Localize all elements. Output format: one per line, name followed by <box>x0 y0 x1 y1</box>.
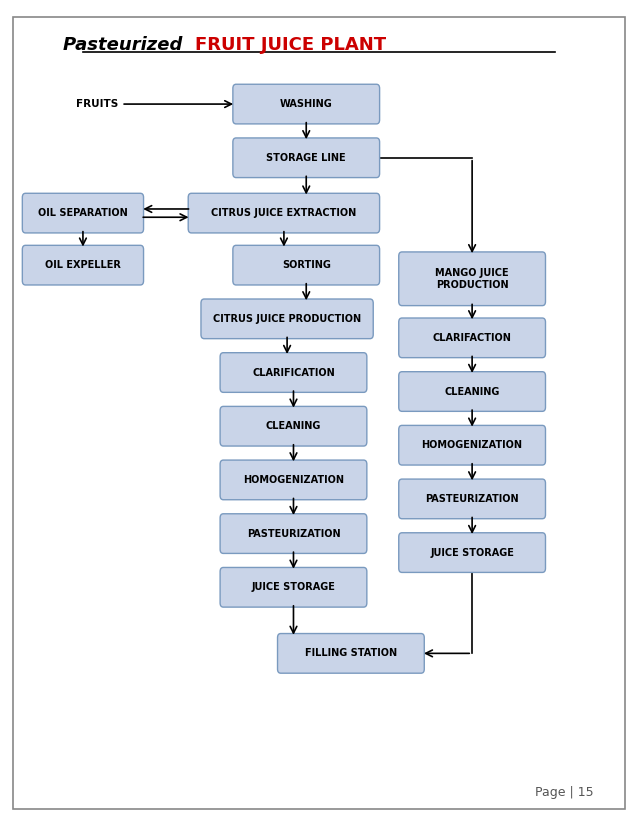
Text: CLEANING: CLEANING <box>445 387 500 396</box>
FancyBboxPatch shape <box>399 252 545 306</box>
Text: SORTING: SORTING <box>282 260 330 270</box>
FancyBboxPatch shape <box>278 634 424 673</box>
FancyBboxPatch shape <box>22 193 144 233</box>
Text: CLEANING: CLEANING <box>266 421 321 431</box>
FancyBboxPatch shape <box>399 318 545 358</box>
Text: OIL SEPARATION: OIL SEPARATION <box>38 208 128 218</box>
FancyBboxPatch shape <box>220 460 367 500</box>
Text: JUICE STORAGE: JUICE STORAGE <box>251 582 336 592</box>
Text: CITRUS JUICE PRODUCTION: CITRUS JUICE PRODUCTION <box>213 314 361 324</box>
Text: OIL EXPELLER: OIL EXPELLER <box>45 260 121 270</box>
FancyBboxPatch shape <box>233 245 380 285</box>
FancyBboxPatch shape <box>399 372 545 411</box>
Text: FRUITS: FRUITS <box>76 99 118 109</box>
Text: MANGO JUICE
PRODUCTION: MANGO JUICE PRODUCTION <box>435 268 509 290</box>
FancyBboxPatch shape <box>220 406 367 446</box>
FancyBboxPatch shape <box>233 138 380 178</box>
Text: Page | 15: Page | 15 <box>535 786 593 800</box>
FancyBboxPatch shape <box>22 245 144 285</box>
Text: Pasteurized: Pasteurized <box>63 36 188 55</box>
FancyBboxPatch shape <box>188 193 380 233</box>
Text: CLARIFICATION: CLARIFICATION <box>252 368 335 377</box>
FancyBboxPatch shape <box>399 479 545 519</box>
FancyBboxPatch shape <box>13 17 625 809</box>
Text: WASHING: WASHING <box>280 99 332 109</box>
Text: CLARIFACTION: CLARIFACTION <box>433 333 512 343</box>
Text: HOMOGENIZATION: HOMOGENIZATION <box>243 475 344 485</box>
Text: PASTEURIZATION: PASTEURIZATION <box>426 494 519 504</box>
Text: HOMOGENIZATION: HOMOGENIZATION <box>422 440 523 450</box>
Text: PASTEURIZATION: PASTEURIZATION <box>247 529 340 539</box>
FancyBboxPatch shape <box>201 299 373 339</box>
Text: STORAGE LINE: STORAGE LINE <box>267 153 346 163</box>
Text: CITRUS JUICE EXTRACTION: CITRUS JUICE EXTRACTION <box>211 208 357 218</box>
Text: FRUIT JUICE PLANT: FRUIT JUICE PLANT <box>195 36 386 55</box>
Text: JUICE STORAGE: JUICE STORAGE <box>430 548 514 558</box>
FancyBboxPatch shape <box>399 425 545 465</box>
FancyBboxPatch shape <box>233 84 380 124</box>
Text: FILLING STATION: FILLING STATION <box>305 648 397 658</box>
FancyBboxPatch shape <box>220 514 367 553</box>
FancyBboxPatch shape <box>220 567 367 607</box>
FancyBboxPatch shape <box>399 533 545 572</box>
FancyBboxPatch shape <box>220 353 367 392</box>
